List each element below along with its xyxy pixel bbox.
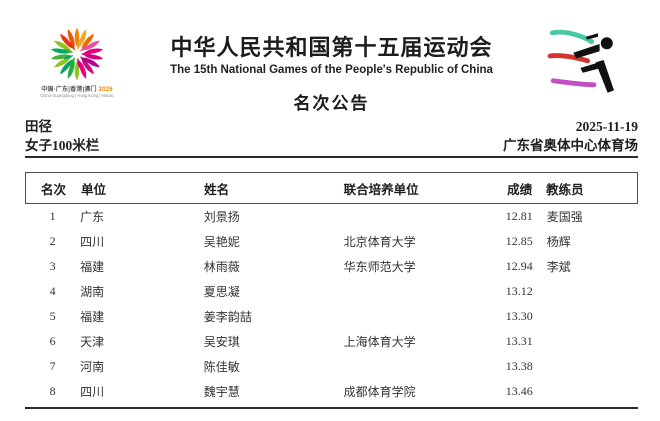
cell-name: 吴艳妮: [203, 235, 240, 249]
results-table: 名次 单位 姓名 联合培养单位 成绩 教练员 1 广东 刘景扬 12.81 麦国强 2 四川…: [25, 172, 638, 409]
cell-unit: 四川: [80, 385, 105, 399]
title-block: 中华人民共和国第十五届运动会 The 15th National Games o…: [129, 20, 534, 114]
meta-row-1: 田径 2025-11-19: [25, 117, 638, 136]
cell-joint: 成都体育学院: [343, 385, 416, 399]
meta-row-2: 女子100米栏 广东省奥体中心体育场: [25, 136, 638, 155]
table-header-row: 名次 单位 姓名 联合培养单位 成绩 教练员: [25, 172, 638, 204]
cell-rank: 8: [49, 384, 56, 398]
cell-result: 12.81: [505, 209, 533, 223]
cell-name: 姜李韵喆: [203, 310, 252, 324]
page-title-english: The 15th National Games of the People's …: [170, 64, 493, 76]
cell-result: 13.46: [505, 384, 533, 398]
cell-result: 13.12: [505, 284, 533, 298]
venue-label: 广东省奥体中心体育场: [503, 138, 638, 153]
cell-name: 陈佳敏: [203, 360, 240, 374]
cell-result: 13.31: [505, 334, 533, 348]
cell-name: 林雨薇: [203, 260, 240, 274]
cell-joint: 华东师范大学: [343, 260, 416, 274]
col-header-rank: 名次: [40, 182, 66, 197]
cell-unit: 河南: [80, 360, 105, 374]
athletics-pictogram: [534, 20, 638, 100]
cell-result: 12.85: [505, 234, 533, 248]
cell-unit: 天津: [80, 335, 105, 349]
table-row: 5 福建 姜李韵喆 13.30: [25, 304, 638, 329]
date-label: 2025-11-19: [575, 119, 638, 134]
page-header: 中国·广东|香港|澳门 2025 China-Guangdong | Hong …: [25, 20, 638, 114]
col-header-result: 成绩: [507, 182, 533, 197]
cell-rank: 4: [49, 284, 56, 298]
table-row: 1 广东 刘景扬 12.81 麦国强: [25, 204, 638, 229]
cell-rank: 2: [49, 234, 56, 248]
col-header-name: 姓名: [204, 182, 230, 197]
emblem-flower-icon: [50, 27, 104, 81]
col-header-coach: 教练员: [546, 182, 584, 197]
cell-joint: 上海体育大学: [343, 335, 416, 349]
cell-rank: 5: [49, 309, 56, 323]
cell-unit: 福建: [80, 260, 105, 274]
cell-unit: 广东: [80, 210, 105, 224]
cell-unit: 湖南: [80, 285, 105, 299]
table-row: 2 四川 吴艳妮 北京体育大学 12.85 杨辉: [25, 229, 638, 254]
cell-unit: 四川: [80, 235, 105, 249]
notice-title: 名次公告: [293, 94, 370, 113]
cell-joint: 北京体育大学: [343, 235, 416, 249]
cell-result: 13.38: [505, 359, 533, 373]
cell-result: 12.94: [505, 259, 533, 273]
cell-unit: 福建: [80, 310, 105, 324]
athletics-pictogram-icon: [547, 29, 614, 93]
cell-name: 魏宇慧: [203, 385, 240, 399]
cell-coach: 杨辉: [546, 235, 571, 249]
event-meta: 田径 2025-11-19 女子100米栏 广东省奥体中心体育场: [25, 117, 638, 158]
table-row: 7 河南 陈佳敏 13.38: [25, 354, 638, 379]
table-row: 3 福建 林雨薇 华东师范大学 12.94 李斌: [25, 254, 638, 279]
table-row: 6 天津 吴安琪 上海体育大学 13.31: [25, 329, 638, 354]
event-label: 女子100米栏: [25, 138, 100, 153]
col-header-unit: 单位: [80, 182, 106, 197]
results-table-body: 1 广东 刘景扬 12.81 麦国强 2 四川 吴艳妮 北京体育大学 12.85 杨辉 3 福建 林雨薇 华…: [25, 204, 638, 404]
cell-rank: 6: [49, 334, 56, 348]
table-row: 8 四川 魏宇慧 成都体育学院 13.46: [25, 379, 638, 404]
table-row: 4 湖南 夏思凝 13.12: [25, 279, 638, 304]
cell-coach: 麦国强: [546, 210, 583, 224]
table-bottom-rule: [25, 407, 638, 409]
cell-rank: 7: [49, 359, 56, 373]
cell-name: 夏思凝: [203, 285, 240, 299]
cell-result: 13.30: [505, 309, 533, 323]
emblem-wordmark-en: China-Guangdong | Hong Kong | Macao: [40, 93, 114, 98]
col-header-joint: 联合培养单位: [343, 182, 419, 197]
cell-name: 刘景扬: [203, 210, 240, 224]
cell-coach: 李斌: [546, 260, 571, 274]
page-title: 中华人民共和国第十五届运动会: [170, 35, 493, 60]
emblem-wordmark: 中国·广东|香港|澳门 2025: [41, 87, 113, 93]
cell-name: 吴安琪: [203, 335, 240, 349]
national-games-emblem: 中国·广东|香港|澳门 2025 China-Guangdong | Hong …: [25, 20, 129, 98]
cell-rank: 3: [49, 259, 56, 273]
cell-rank: 1: [49, 209, 56, 223]
sport-label: 田径: [25, 119, 52, 134]
